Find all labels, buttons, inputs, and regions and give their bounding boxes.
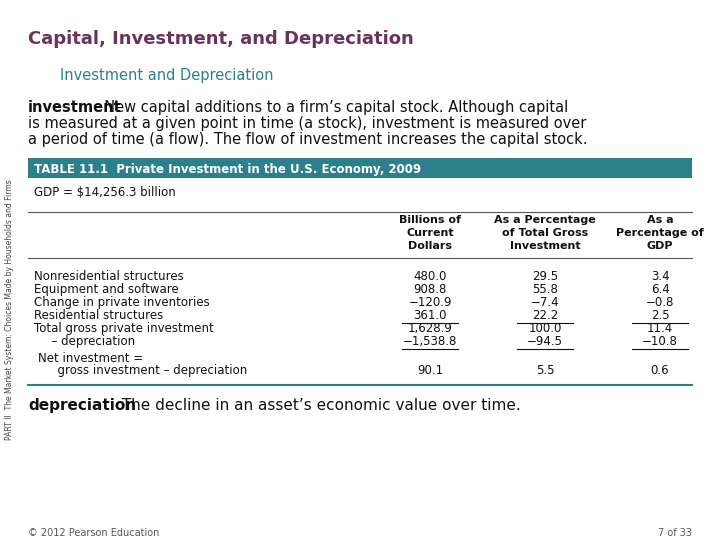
Text: −94.5: −94.5	[527, 335, 563, 348]
Text: Total gross private investment: Total gross private investment	[34, 322, 214, 335]
Text: GDP = $14,256.3 billion: GDP = $14,256.3 billion	[34, 186, 176, 199]
Text: is measured at a given point in time (a stock), investment is measured over: is measured at a given point in time (a …	[28, 116, 586, 131]
Text: investment: investment	[28, 100, 122, 115]
Text: Billions of
Current
Dollars: Billions of Current Dollars	[399, 215, 461, 251]
Text: TABLE 11.1  Private Investment in the U.S. Economy, 2009: TABLE 11.1 Private Investment in the U.S…	[34, 163, 421, 176]
Text: Net investment =: Net investment =	[38, 352, 143, 365]
Bar	[28, 158, 692, 178]
Text: 90.1: 90.1	[417, 364, 443, 377]
Text: PART II  The Market System: Choices Made by Households and Firms: PART II The Market System: Choices Made …	[6, 180, 14, 441]
Text: 11.4: 11.4	[647, 322, 673, 335]
Text: 55.8: 55.8	[532, 283, 558, 296]
Text: −120.9: −120.9	[408, 296, 451, 309]
Text: −1,538.8: −1,538.8	[402, 335, 457, 348]
Text: As a Percentage
of Total Gross
Investment: As a Percentage of Total Gross Investmen…	[494, 215, 596, 251]
Text: gross investment – depreciation: gross investment – depreciation	[50, 364, 247, 377]
Text: 2.5: 2.5	[651, 309, 670, 322]
Text: 5.5: 5.5	[536, 364, 554, 377]
Text: 100.0: 100.0	[528, 322, 562, 335]
Text: 3.4: 3.4	[651, 270, 670, 283]
Text: 0.6: 0.6	[651, 364, 670, 377]
Text: depreciation: depreciation	[28, 398, 136, 413]
Text: −7.4: −7.4	[531, 296, 559, 309]
Text: −0.8: −0.8	[646, 296, 674, 309]
Text: 480.0: 480.0	[413, 270, 446, 283]
Text: 1,628.9: 1,628.9	[408, 322, 452, 335]
Text: Nonresidential structures: Nonresidential structures	[34, 270, 184, 283]
Text: New capital additions to a firm’s capital stock. Although capital: New capital additions to a firm’s capita…	[95, 100, 568, 115]
Text: −10.8: −10.8	[642, 335, 678, 348]
Text: 7 of 33: 7 of 33	[658, 528, 692, 538]
Text: Capital, Investment, and Depreciation: Capital, Investment, and Depreciation	[28, 30, 414, 48]
Text: Residential structures: Residential structures	[34, 309, 163, 322]
Text: Change in private inventories: Change in private inventories	[34, 296, 210, 309]
Text: Equipment and software: Equipment and software	[34, 283, 179, 296]
Text: 6.4: 6.4	[651, 283, 670, 296]
Text: – depreciation: – depreciation	[44, 335, 135, 348]
Text: Investment and Depreciation: Investment and Depreciation	[60, 68, 274, 83]
Text: © 2012 Pearson Education: © 2012 Pearson Education	[28, 528, 159, 538]
Text: 361.0: 361.0	[413, 309, 446, 322]
Text: 908.8: 908.8	[413, 283, 446, 296]
Text: a period of time (a flow). The flow of investment increases the capital stock.: a period of time (a flow). The flow of i…	[28, 132, 588, 147]
Text: 22.2: 22.2	[532, 309, 558, 322]
Text: As a
Percentage of
GDP: As a Percentage of GDP	[616, 215, 704, 251]
Text: The decline in an asset’s economic value over time.: The decline in an asset’s economic value…	[112, 398, 521, 413]
Text: 29.5: 29.5	[532, 270, 558, 283]
